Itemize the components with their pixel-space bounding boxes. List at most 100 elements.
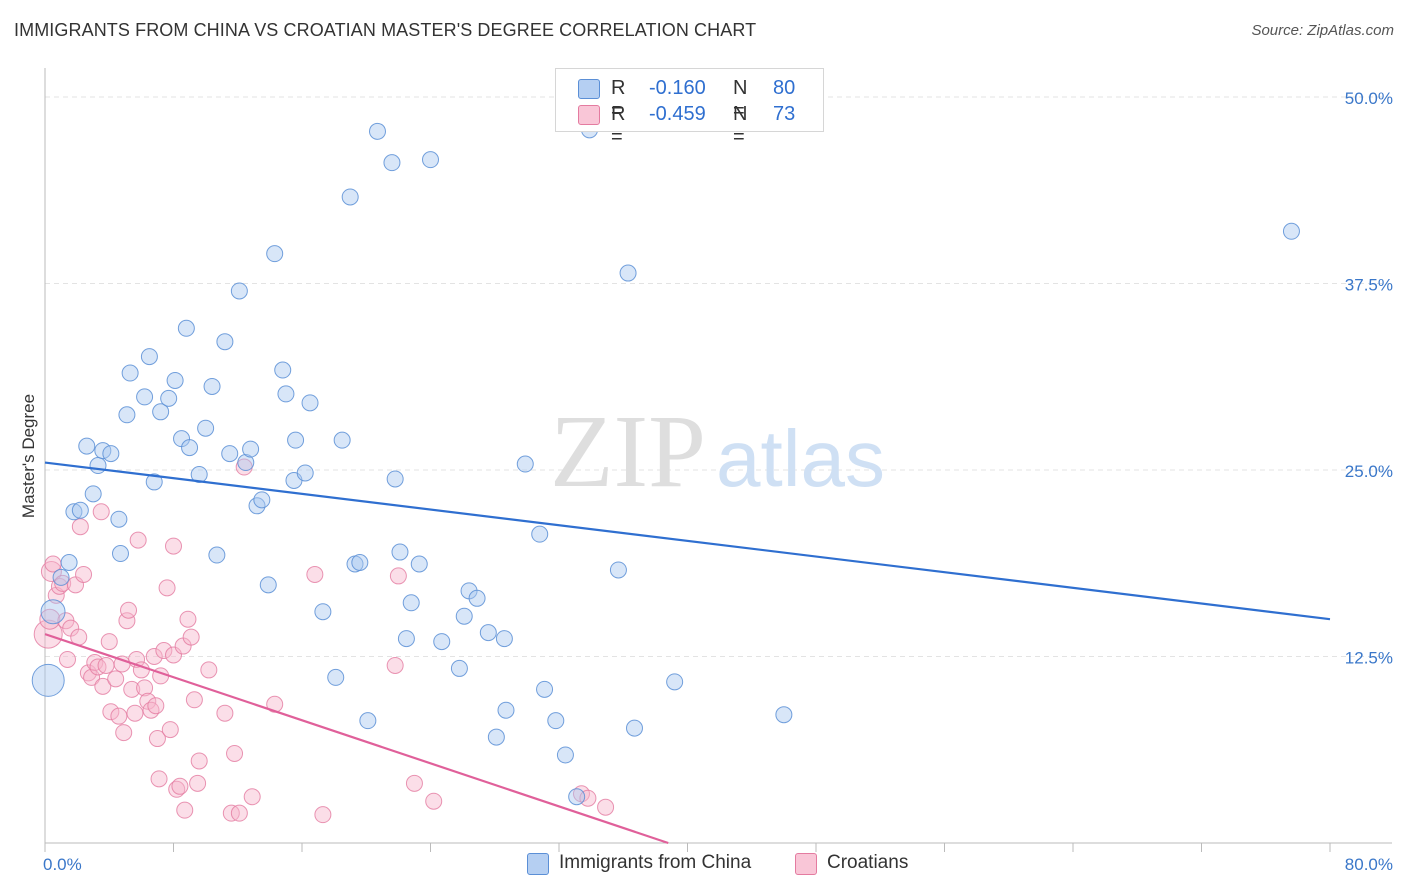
china-point [277,385,295,403]
croatians-point [102,703,120,721]
china-point [181,439,199,457]
china-point [296,464,314,482]
croatians-point [226,744,244,762]
croatians-point [139,692,157,710]
china-point [145,473,163,491]
china-point [301,394,319,412]
china-point [536,680,554,698]
china-point [359,712,377,730]
china-point [60,554,78,572]
china-point [190,465,208,483]
croatians-point [155,642,173,660]
croatians-point [92,503,110,521]
china-point [152,403,170,421]
china-point [102,445,120,463]
china-point [455,607,473,625]
watermark-atlas: atlas [716,414,885,503]
croatians-point [129,531,147,549]
china-point [160,389,178,407]
croatians-point [190,752,208,770]
croatians-point [142,701,160,719]
china-point [118,406,136,424]
china-point [216,333,234,351]
china-point [274,361,292,379]
croatians-point [182,628,200,646]
y-axis-label: Master's Degree [19,394,38,518]
croatians-point [230,804,248,822]
china-point [197,419,215,437]
chart-title: IMMIGRANTS FROM CHINA VS CROATIAN MASTER… [14,20,757,40]
n-label: N = [733,77,748,122]
croatians-point [150,770,168,788]
china-point [619,264,637,282]
croatians-point [405,774,423,792]
china-point [71,501,89,519]
r-value: -0.160 [649,77,706,99]
y-tick-label: 12.5% [1345,649,1393,668]
croatians-point [39,608,61,630]
croatians-point [148,730,166,748]
r-value: -0.459 [649,103,706,125]
china-point [351,554,369,572]
croatians-point [189,774,207,792]
china-point [89,457,107,475]
croatians-point [185,691,203,709]
china-point [368,122,386,140]
china-point [333,431,351,449]
china-point [391,543,409,561]
china-swatch [578,79,600,99]
croatians-point [79,664,97,682]
china-point [410,555,428,573]
croatians-point [100,633,118,651]
croatians-point [165,537,182,555]
croatians-point [200,661,218,679]
china-point [221,445,239,463]
croatians-point [54,574,72,592]
china-point [237,454,255,472]
croatians-point [389,567,407,585]
croatians-points [33,458,615,824]
china-point [208,546,226,564]
source-credit: Source: ZipAtlas.com [1251,22,1394,39]
croatians-point [597,798,615,816]
croatians-point [110,707,128,725]
china-point [497,701,515,719]
china-point [402,594,420,612]
croatians-point [179,610,197,628]
china-point [287,431,305,449]
china-point [78,437,96,455]
china-point [422,151,439,169]
china-point [203,377,221,395]
china-point [314,603,332,621]
croatians-point [158,579,176,597]
china-point [242,440,260,458]
croatians-point [171,777,189,795]
croatians-point [115,724,133,742]
croatians-point [425,792,443,810]
china-point [568,788,586,806]
china-point [386,470,404,488]
china-point [84,485,102,503]
croatians-point [136,679,154,697]
china-point [775,706,793,724]
china-point [259,576,277,594]
china-point [666,673,684,691]
croatians-point [314,806,332,824]
grid [45,96,1392,657]
tick-labels: 12.5% 25.0% 37.5% 50.0% 0.0% 80.0% [43,89,1393,874]
china-trend-line [44,461,1331,621]
china-point [495,630,513,648]
n-label: N = [733,103,748,148]
china-point [111,545,129,563]
croatians-point [176,801,194,819]
china-point [253,491,271,509]
china-point [547,712,565,730]
china-point [136,388,154,406]
china-point [556,746,574,764]
croatians-point [306,565,324,583]
legend-label: Immigrants from China [559,852,752,873]
china-point [166,371,184,389]
legend-label: Croatians [827,852,909,873]
china-point [230,282,248,300]
